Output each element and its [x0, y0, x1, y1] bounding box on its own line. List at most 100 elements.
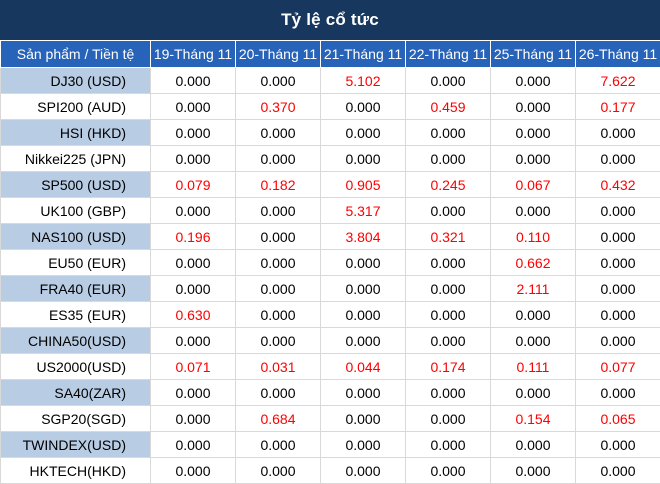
dividend-value-cell: 0.182 — [236, 172, 321, 198]
dividend-value-cell: 0.000 — [151, 94, 236, 120]
column-header-date: 25-Tháng 11 — [491, 41, 576, 68]
dividend-value-cell: 0.000 — [576, 380, 660, 406]
dividend-value-cell: 0.067 — [491, 172, 576, 198]
dividend-value-cell: 0.000 — [236, 198, 321, 224]
product-cell: SA40(ZAR) — [1, 380, 151, 406]
dividend-value-cell: 0.000 — [321, 406, 406, 432]
dividend-value-cell: 0.177 — [576, 94, 660, 120]
dividend-value-cell: 0.000 — [406, 120, 491, 146]
dividend-value-cell: 0.000 — [491, 94, 576, 120]
dividend-value-cell: 0.000 — [236, 146, 321, 172]
product-cell: TWINDEX(USD) — [1, 432, 151, 458]
product-cell: CHINA50(USD) — [1, 328, 151, 354]
dividend-value-cell: 0.071 — [151, 354, 236, 380]
dividend-value-cell: 0.662 — [491, 250, 576, 276]
dividend-value-cell: 0.111 — [491, 354, 576, 380]
dividend-value-cell: 0.154 — [491, 406, 576, 432]
dividend-value-cell: 0.000 — [576, 276, 660, 302]
column-header-date: 20-Tháng 11 — [236, 41, 321, 68]
dividend-value-cell: 0.000 — [576, 224, 660, 250]
dividend-value-cell: 0.044 — [321, 354, 406, 380]
product-cell: Nikkei225 (JPN) — [1, 146, 151, 172]
dividend-table: Sản phẩm / Tiền tệ 19-Tháng 11 20-Tháng … — [0, 40, 660, 484]
dividend-value-cell: 0.000 — [406, 328, 491, 354]
dividend-value-cell: 0.000 — [151, 328, 236, 354]
dividend-value-cell: 0.000 — [406, 432, 491, 458]
dividend-value-cell: 0.000 — [151, 146, 236, 172]
product-cell: ES35 (EUR) — [1, 302, 151, 328]
dividend-value-cell: 0.000 — [236, 302, 321, 328]
dividend-value-cell: 0.000 — [576, 302, 660, 328]
product-cell: SGP20(SGD) — [1, 406, 151, 432]
product-cell: US2000(USD) — [1, 354, 151, 380]
dividend-value-cell: 0.000 — [576, 146, 660, 172]
dividend-value-cell: 0.000 — [576, 432, 660, 458]
dividend-value-cell: 0.000 — [491, 328, 576, 354]
dividend-value-cell: 0.000 — [321, 432, 406, 458]
dividend-value-cell: 0.000 — [236, 328, 321, 354]
product-cell: HSI (HKD) — [1, 120, 151, 146]
dividend-value-cell: 0.000 — [236, 458, 321, 484]
dividend-value-cell: 0.459 — [406, 94, 491, 120]
dividend-value-cell: 0.000 — [236, 250, 321, 276]
dividend-value-cell: 0.000 — [576, 328, 660, 354]
dividend-value-cell: 0.000 — [321, 120, 406, 146]
dividend-value-cell: 0.000 — [151, 198, 236, 224]
header-row: Sản phẩm / Tiền tệ 19-Tháng 11 20-Tháng … — [1, 41, 660, 68]
dividend-value-cell: 0.000 — [576, 120, 660, 146]
dividend-value-cell: 0.000 — [576, 458, 660, 484]
dividend-value-cell: 0.000 — [236, 68, 321, 94]
dividend-value-cell: 0.000 — [491, 146, 576, 172]
dividend-value-cell: 0.000 — [406, 458, 491, 484]
dividend-value-cell: 0.077 — [576, 354, 660, 380]
dividend-value-cell: 0.000 — [151, 68, 236, 94]
dividend-value-cell: 0.000 — [151, 250, 236, 276]
dividend-value-cell: 0.000 — [151, 406, 236, 432]
dividend-value-cell: 0.000 — [491, 198, 576, 224]
dividend-value-cell: 0.000 — [406, 146, 491, 172]
dividend-value-cell: 0.000 — [321, 250, 406, 276]
dividend-value-cell: 0.000 — [406, 68, 491, 94]
dividend-value-cell: 0.000 — [576, 198, 660, 224]
dividend-value-cell: 5.317 — [321, 198, 406, 224]
dividend-value-cell: 0.000 — [321, 380, 406, 406]
dividend-value-cell: 0.000 — [491, 68, 576, 94]
dividend-value-cell: 0.000 — [236, 276, 321, 302]
dividend-value-cell: 0.196 — [151, 224, 236, 250]
dividend-value-cell: 0.031 — [236, 354, 321, 380]
dividend-value-cell: 0.000 — [491, 458, 576, 484]
dividend-value-cell: 0.174 — [406, 354, 491, 380]
dividend-value-cell: 0.000 — [236, 380, 321, 406]
dividend-value-cell: 0.000 — [321, 94, 406, 120]
dividend-value-cell: 0.110 — [491, 224, 576, 250]
dividend-value-cell: 0.079 — [151, 172, 236, 198]
dividend-value-cell: 0.000 — [491, 302, 576, 328]
dividend-value-cell: 0.684 — [236, 406, 321, 432]
product-cell: UK100 (GBP) — [1, 198, 151, 224]
dividend-value-cell: 0.370 — [236, 94, 321, 120]
dividend-value-cell: 0.000 — [406, 198, 491, 224]
product-cell: SP500 (USD) — [1, 172, 151, 198]
column-header-date: 21-Tháng 11 — [321, 41, 406, 68]
product-cell: FRA40 (EUR) — [1, 276, 151, 302]
dividend-value-cell: 0.000 — [406, 302, 491, 328]
column-header-date: 19-Tháng 11 — [151, 41, 236, 68]
dividend-value-cell: 0.000 — [321, 458, 406, 484]
dividend-value-cell: 3.804 — [321, 224, 406, 250]
dividend-value-cell: 5.102 — [321, 68, 406, 94]
dividend-value-cell: 0.630 — [151, 302, 236, 328]
dividend-value-cell: 0.000 — [151, 380, 236, 406]
dividend-value-cell: 0.000 — [491, 380, 576, 406]
